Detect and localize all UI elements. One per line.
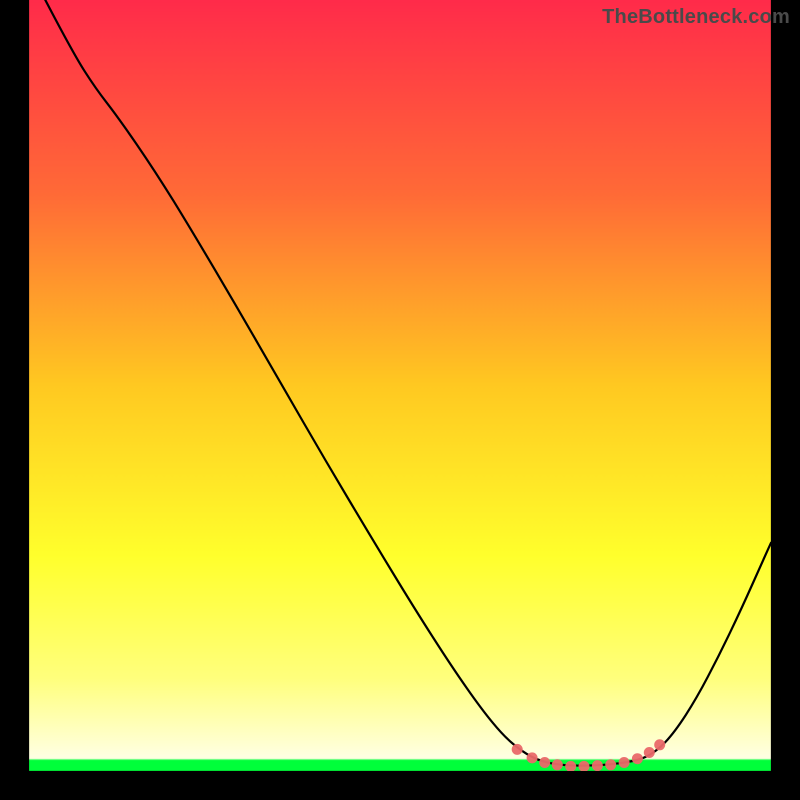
- watermark-text: TheBottleneck.com: [602, 6, 790, 29]
- gradient-background: [0, 0, 800, 800]
- chart-root: TheBottleneck.com: [0, 0, 800, 800]
